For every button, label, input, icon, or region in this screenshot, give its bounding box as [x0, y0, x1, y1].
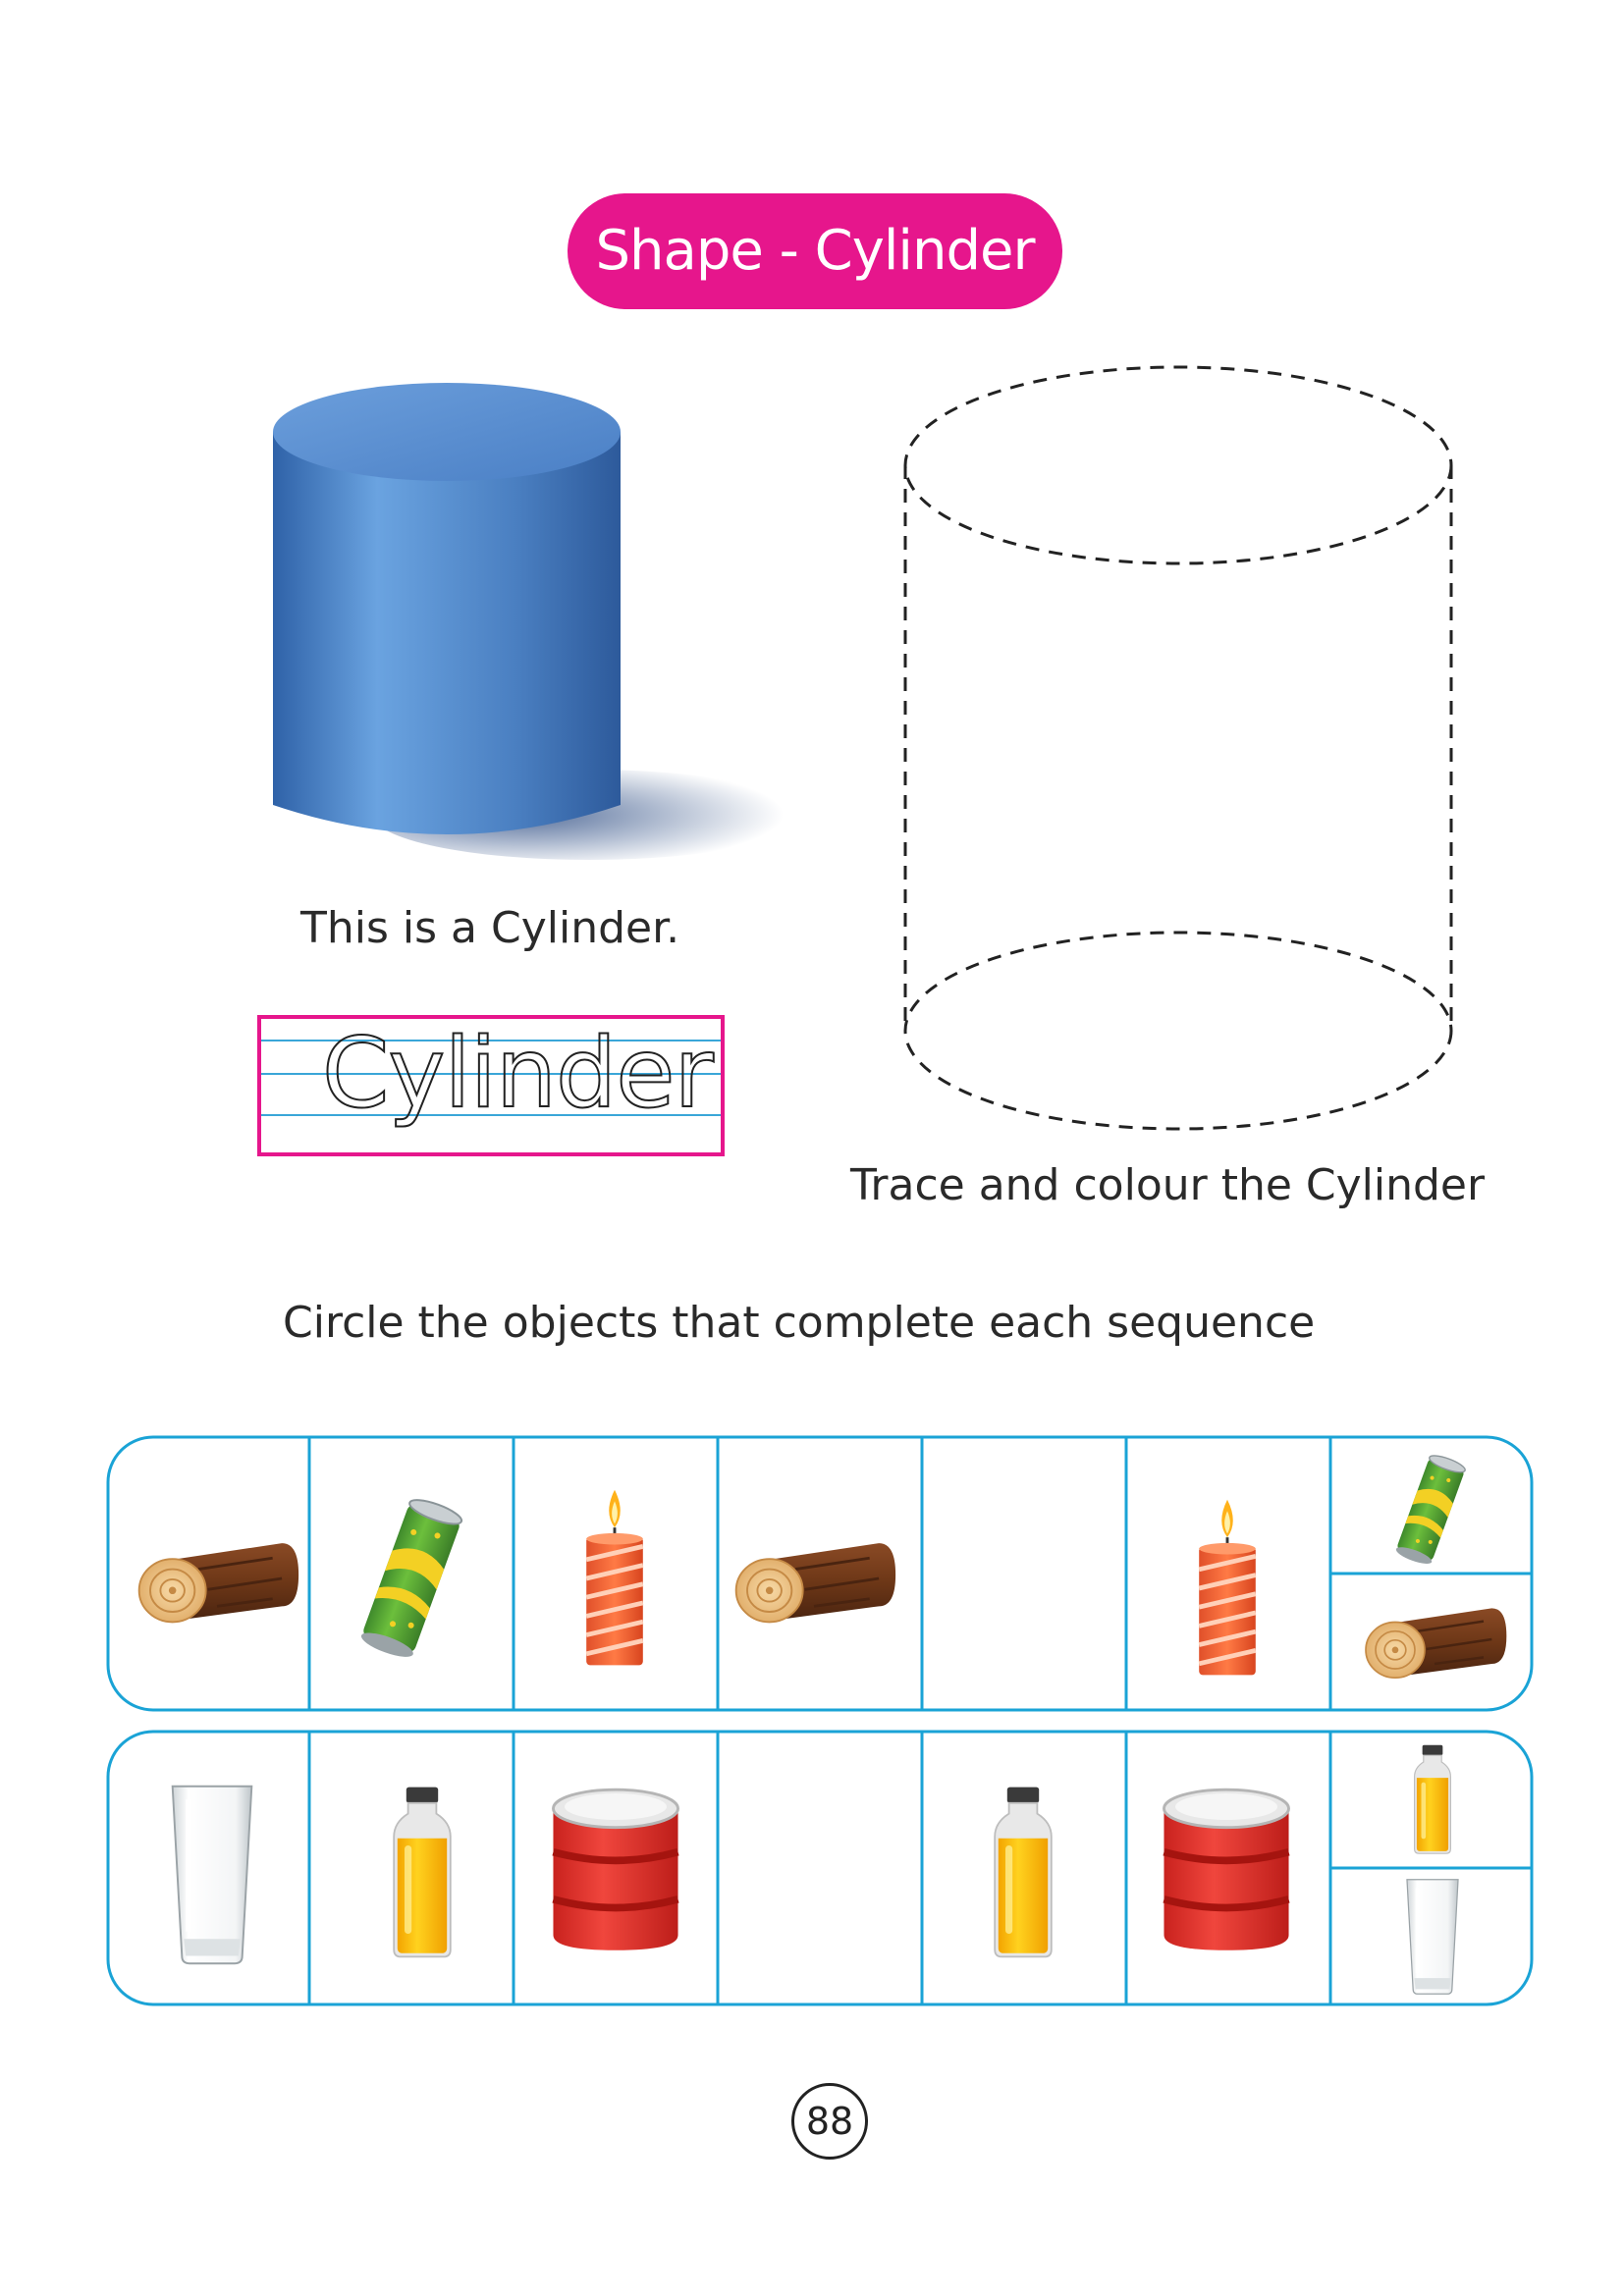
page-title: Shape - Cylinder [568, 193, 1062, 309]
candle-icon [568, 1480, 662, 1677]
red-barrel-icon [1151, 1783, 1302, 1955]
log-icon [134, 1529, 300, 1628]
dashed-cylinder-outline[interactable] [893, 353, 1463, 1139]
soda-can-icon [348, 1490, 475, 1667]
juice-bottle-icon [988, 1779, 1058, 1965]
page-number: 88 [791, 2083, 868, 2160]
candle-icon [1180, 1490, 1274, 1686]
juice-bottle-icon [387, 1779, 458, 1965]
cylinder-illustration [273, 383, 805, 860]
red-barrel-icon [540, 1783, 691, 1955]
sequence-row-2 [106, 1730, 1534, 2006]
blank-cell [922, 1435, 1126, 1712]
blank-cell [718, 1730, 922, 2006]
trace-word[interactable]: Cylinder [321, 1017, 715, 1131]
glass-icon [165, 1781, 259, 1969]
shape-caption: This is a Cylinder. [300, 903, 680, 953]
soda-can-icon[interactable] [1386, 1449, 1475, 1571]
log-icon[interactable] [1361, 1596, 1508, 1682]
sequence-row-1 [106, 1435, 1534, 1712]
trace-instruction: Trace and colour the Cylinder [850, 1160, 1486, 1210]
juice-bottle-icon[interactable] [1410, 1739, 1455, 1859]
glass-icon[interactable] [1402, 1875, 1463, 1999]
trace-word-box: Cylinder [257, 1015, 725, 1156]
sequence-instruction: Circle the objects that complete each se… [283, 1298, 1316, 1348]
log-icon [731, 1529, 897, 1628]
